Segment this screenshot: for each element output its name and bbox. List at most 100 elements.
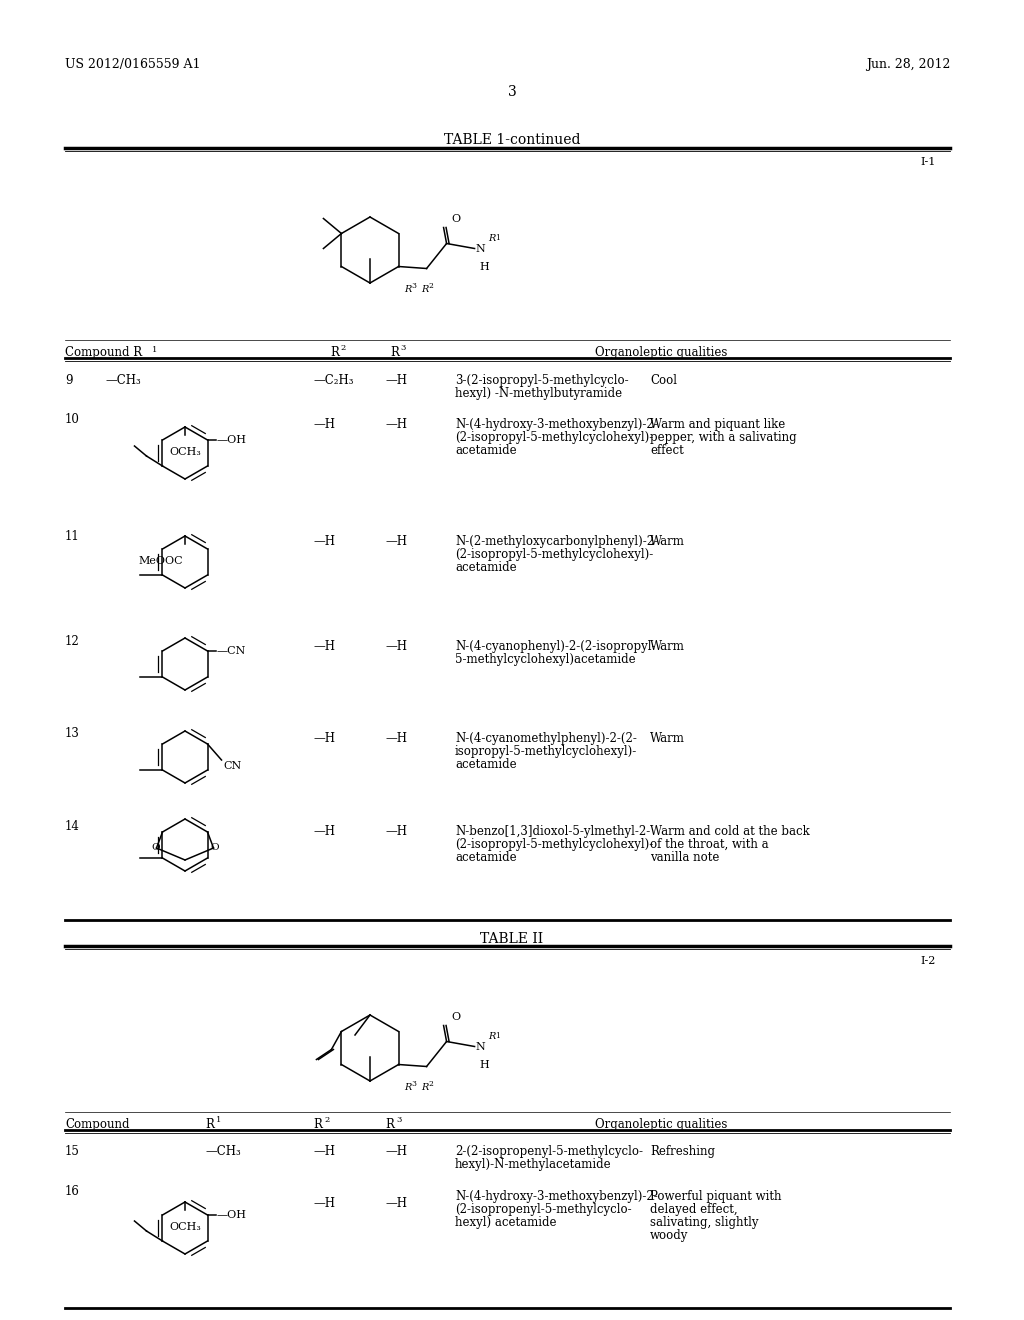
Text: —OH: —OH — [216, 1210, 247, 1220]
Text: —CH₃: —CH₃ — [105, 374, 140, 387]
Text: 1: 1 — [496, 234, 501, 242]
Text: R: R — [422, 1082, 429, 1092]
Text: I-1: I-1 — [920, 157, 935, 168]
Text: —H: —H — [313, 825, 335, 838]
Text: R: R — [385, 1118, 394, 1131]
Text: 2: 2 — [324, 1115, 330, 1125]
Text: R: R — [404, 1082, 412, 1092]
Text: N-(4-cyanophenyl)-2-(2-isopropyl-: N-(4-cyanophenyl)-2-(2-isopropyl- — [455, 640, 655, 653]
Text: salivating, slightly: salivating, slightly — [650, 1216, 759, 1229]
Text: (2-isopropyl-5-methylcyclohexyl)-: (2-isopropyl-5-methylcyclohexyl)- — [455, 838, 653, 851]
Text: Warm and piquant like: Warm and piquant like — [650, 418, 785, 432]
Text: US 2012/0165559 A1: US 2012/0165559 A1 — [65, 58, 201, 71]
Text: 14: 14 — [65, 820, 80, 833]
Text: Warm and cold at the back: Warm and cold at the back — [650, 825, 810, 838]
Text: 10: 10 — [65, 413, 80, 426]
Text: Organoleptic qualities: Organoleptic qualities — [595, 1118, 727, 1131]
Text: Warm: Warm — [650, 535, 685, 548]
Text: Warm: Warm — [650, 733, 685, 744]
Text: —H: —H — [313, 733, 335, 744]
Text: (2-isopropyl-5-methylcyclohexyl)-: (2-isopropyl-5-methylcyclohexyl)- — [455, 432, 653, 444]
Text: 3: 3 — [400, 345, 406, 352]
Text: R: R — [330, 346, 339, 359]
Text: isopropyl-5-methylcyclohexyl)-: isopropyl-5-methylcyclohexyl)- — [455, 744, 637, 758]
Text: N: N — [475, 243, 485, 253]
Text: effect: effect — [650, 444, 684, 457]
Text: woody: woody — [650, 1229, 688, 1242]
Text: —H: —H — [385, 1144, 407, 1158]
Text: (2-isopropyl-5-methylcyclohexyl)-: (2-isopropyl-5-methylcyclohexyl)- — [455, 548, 653, 561]
Text: R: R — [488, 234, 496, 243]
Text: —H: —H — [385, 733, 407, 744]
Text: N-benzo[1,3]dioxol-5-ylmethyl-2-: N-benzo[1,3]dioxol-5-ylmethyl-2- — [455, 825, 650, 838]
Text: R: R — [205, 1118, 214, 1131]
Text: H: H — [479, 261, 489, 272]
Text: 2: 2 — [429, 1080, 433, 1088]
Text: Organoleptic qualities: Organoleptic qualities — [595, 346, 727, 359]
Text: —H: —H — [313, 418, 335, 432]
Text: Powerful piquant with: Powerful piquant with — [650, 1191, 781, 1203]
Text: 3: 3 — [412, 1080, 417, 1088]
Text: 5-methylcyclohexyl)acetamide: 5-methylcyclohexyl)acetamide — [455, 653, 636, 667]
Text: —H: —H — [313, 535, 335, 548]
Text: hexyl) -N-methylbutyramide: hexyl) -N-methylbutyramide — [455, 387, 623, 400]
Text: 2: 2 — [340, 345, 345, 352]
Text: 3: 3 — [412, 281, 417, 289]
Text: pepper, with a salivating: pepper, with a salivating — [650, 432, 797, 444]
Text: Compound: Compound — [65, 1118, 129, 1131]
Text: OCH₃: OCH₃ — [169, 447, 201, 457]
Text: CN: CN — [223, 762, 242, 771]
Text: R: R — [488, 1032, 496, 1041]
Text: 3: 3 — [508, 84, 516, 99]
Text: —CH₃: —CH₃ — [205, 1144, 241, 1158]
Text: hexyl)-N-methylacetamide: hexyl)-N-methylacetamide — [455, 1158, 611, 1171]
Text: acetamide: acetamide — [455, 758, 517, 771]
Text: —H: —H — [385, 418, 407, 432]
Text: acetamide: acetamide — [455, 851, 517, 865]
Text: —H: —H — [313, 640, 335, 653]
Text: N: N — [475, 1041, 485, 1052]
Text: O: O — [152, 843, 160, 853]
Text: R: R — [313, 1118, 322, 1131]
Text: O: O — [210, 843, 219, 853]
Text: TABLE II: TABLE II — [480, 932, 544, 946]
Text: I-2: I-2 — [920, 956, 935, 966]
Text: —CN: —CN — [216, 645, 246, 656]
Text: R: R — [422, 285, 429, 293]
Text: —H: —H — [385, 1197, 407, 1210]
Text: R: R — [404, 285, 412, 293]
Text: 9: 9 — [65, 374, 73, 387]
Text: N-(4-cyanomethylphenyl)-2-(2-: N-(4-cyanomethylphenyl)-2-(2- — [455, 733, 637, 744]
Text: TABLE 1-continued: TABLE 1-continued — [443, 133, 581, 147]
Text: Jun. 28, 2012: Jun. 28, 2012 — [865, 58, 950, 71]
Text: 2-(2-isopropenyl-5-methylcyclo-: 2-(2-isopropenyl-5-methylcyclo- — [455, 1144, 643, 1158]
Text: 2: 2 — [429, 281, 433, 289]
Text: —H: —H — [385, 535, 407, 548]
Text: —H: —H — [313, 1144, 335, 1158]
Text: —H: —H — [385, 640, 407, 653]
Text: Compound R: Compound R — [65, 346, 142, 359]
Text: R: R — [390, 346, 399, 359]
Text: 13: 13 — [65, 727, 80, 741]
Text: —H: —H — [313, 1197, 335, 1210]
Text: 12: 12 — [65, 635, 80, 648]
Text: N-(4-hydroxy-3-methoxybenzyl)-2-: N-(4-hydroxy-3-methoxybenzyl)-2- — [455, 418, 657, 432]
Text: O: O — [452, 1012, 461, 1023]
Text: (2-isopropenyl-5-methylcyclo-: (2-isopropenyl-5-methylcyclo- — [455, 1203, 632, 1216]
Text: 3-(2-isopropyl-5-methylcyclo-: 3-(2-isopropyl-5-methylcyclo- — [455, 374, 629, 387]
Text: —H: —H — [385, 374, 407, 387]
Text: 15: 15 — [65, 1144, 80, 1158]
Text: of the throat, with a: of the throat, with a — [650, 838, 769, 851]
Text: delayed effect,: delayed effect, — [650, 1203, 737, 1216]
Text: Cool: Cool — [650, 374, 677, 387]
Text: vanilla note: vanilla note — [650, 851, 720, 865]
Text: —OH: —OH — [216, 436, 247, 445]
Text: N-(2-methyloxycarbonylphenyl)-2-: N-(2-methyloxycarbonylphenyl)-2- — [455, 535, 658, 548]
Text: —C₂H₃: —C₂H₃ — [313, 374, 353, 387]
Text: MeOOC: MeOOC — [138, 556, 183, 566]
Text: 1: 1 — [496, 1031, 501, 1040]
Text: hexyl) acetamide: hexyl) acetamide — [455, 1216, 556, 1229]
Text: H: H — [479, 1060, 489, 1069]
Text: Refreshing: Refreshing — [650, 1144, 715, 1158]
Text: acetamide: acetamide — [455, 561, 517, 574]
